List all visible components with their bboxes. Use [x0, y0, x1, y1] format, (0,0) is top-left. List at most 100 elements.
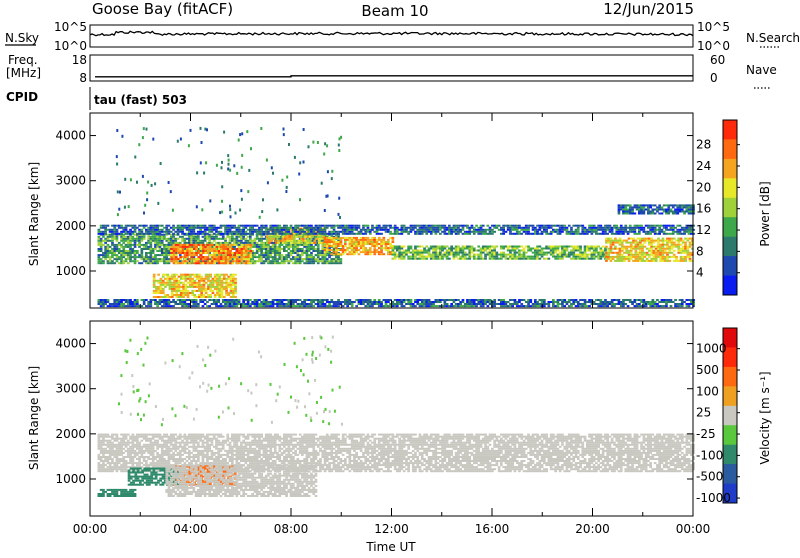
power-cell	[641, 240, 644, 242]
power-cell	[215, 231, 218, 233]
power-cell	[285, 233, 288, 235]
power-cell	[398, 250, 401, 252]
power-cell	[173, 276, 176, 278]
power-cell	[414, 256, 417, 258]
power-cell	[159, 240, 162, 242]
power-cell	[98, 301, 101, 303]
power-cell	[634, 229, 637, 231]
power-cell	[584, 254, 587, 256]
power-cell	[636, 299, 639, 301]
power-cell	[511, 233, 514, 235]
power-cell	[430, 305, 433, 307]
power-cell	[441, 256, 444, 258]
power-cell	[387, 241, 390, 243]
power-cell	[215, 303, 218, 305]
power-cell	[629, 229, 632, 231]
power-cell	[659, 252, 662, 254]
power-cell	[181, 305, 184, 307]
power-cell	[552, 246, 555, 248]
power-cell	[362, 299, 365, 301]
power-cell	[118, 250, 121, 252]
power-cell	[344, 227, 347, 229]
power-cell	[507, 225, 510, 227]
power-cell	[138, 254, 141, 256]
power-cell	[466, 231, 469, 233]
power-cell	[437, 246, 440, 248]
power-cell	[198, 256, 201, 258]
power-cell	[202, 242, 205, 244]
power-cell	[189, 286, 192, 288]
power-cell	[141, 225, 144, 227]
power-cell	[362, 237, 365, 239]
power-cell	[570, 254, 573, 256]
power-cell	[111, 256, 114, 258]
power-cell	[116, 258, 119, 260]
power-cell	[156, 233, 159, 235]
power-cell	[150, 242, 153, 244]
power-cell	[269, 233, 272, 235]
power-cell	[346, 249, 349, 251]
power-cell	[267, 244, 270, 246]
power-cell	[437, 254, 440, 256]
power-cell	[514, 299, 517, 301]
power-cell	[536, 229, 539, 231]
power-cell	[326, 262, 329, 264]
power-cell	[554, 229, 557, 231]
power-cell	[554, 258, 557, 260]
power-cell	[281, 262, 284, 264]
power-cell	[229, 305, 232, 307]
power-cell	[309, 240, 312, 242]
power-cell	[349, 243, 352, 245]
power-cell	[152, 227, 155, 229]
power-cell	[134, 258, 137, 260]
power-cell	[321, 303, 324, 305]
power-cell	[437, 256, 440, 258]
power-cell	[319, 260, 322, 262]
power-cell	[577, 254, 580, 256]
power-cell	[658, 225, 661, 227]
power-cell	[683, 229, 686, 231]
power-cell	[612, 240, 615, 242]
power-cell	[303, 252, 306, 254]
power-cell	[120, 233, 123, 235]
power-cell	[198, 244, 201, 246]
power-cell	[659, 260, 662, 262]
power-cell	[236, 238, 239, 240]
power-cell	[552, 299, 555, 301]
power-cell	[563, 225, 566, 227]
power-cell	[631, 231, 634, 233]
power-cell	[394, 225, 397, 227]
power-cell	[127, 225, 130, 227]
power-cell	[118, 225, 121, 227]
power-cell	[421, 250, 424, 252]
power-cell	[189, 248, 192, 250]
power-cell	[211, 227, 214, 229]
power-cell	[328, 243, 331, 245]
power-cell	[233, 225, 236, 227]
power-cell	[351, 249, 354, 251]
power-cell	[175, 260, 178, 262]
power-cell	[344, 225, 347, 227]
power-cell	[308, 229, 311, 231]
power-cell	[389, 251, 392, 253]
power-cell	[529, 256, 532, 258]
power-cell	[308, 262, 311, 264]
power-cell	[342, 247, 345, 249]
power-cell	[281, 229, 284, 231]
power-cell	[355, 241, 358, 243]
power-cell	[473, 254, 476, 256]
power-cell	[179, 236, 182, 238]
power-cell	[584, 231, 587, 233]
power-cell	[611, 305, 614, 307]
power-cell	[222, 305, 225, 307]
power-cell	[509, 231, 512, 233]
power-cell	[581, 227, 584, 229]
power-cell	[249, 242, 252, 244]
power-cell	[464, 256, 467, 258]
power-cell	[529, 301, 532, 303]
power-cell	[333, 248, 336, 250]
power-cell	[189, 252, 192, 254]
power-cell	[647, 225, 650, 227]
power-cell	[292, 250, 295, 252]
power-cell	[181, 240, 184, 242]
